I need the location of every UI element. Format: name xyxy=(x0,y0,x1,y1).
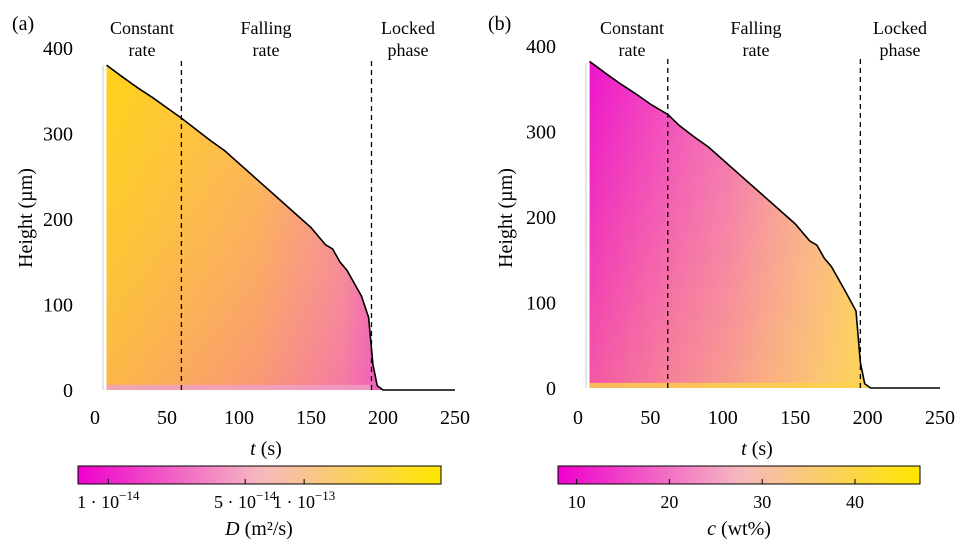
phase-label-falling-line2: rate xyxy=(253,40,280,60)
heatmap-edge-shading xyxy=(106,65,384,390)
x-tick-label: 250 xyxy=(440,407,470,429)
x-axis-unit: (s) xyxy=(256,438,282,460)
y-tick-label: 200 xyxy=(43,209,73,231)
panel-b: (b) 0 100 200 300 400 0 50 100 150 200 250 Constan… xyxy=(488,13,955,540)
y-tick-label: 300 xyxy=(43,124,73,146)
x-tick-label: 200 xyxy=(368,407,398,429)
colorbar-title: D (m²/s) xyxy=(224,518,293,540)
colorbar-tick-label: 1 · 10−14 xyxy=(77,488,140,512)
height-curve xyxy=(106,64,455,391)
cb-unit: (wt%) xyxy=(716,518,771,540)
y-tick-label: 100 xyxy=(43,295,73,317)
phase-label-constant-line2: rate xyxy=(129,40,156,60)
colorbar: 10 20 30 40 xyxy=(557,465,921,512)
y-axis-title: Height (µm) xyxy=(495,168,517,268)
heatmap-bottom-band xyxy=(106,384,372,390)
phase-label-locked-line1: Locked xyxy=(873,18,927,38)
x-tick-label: 0 xyxy=(90,407,100,429)
colorbar-tick-label: 1 · 10−13 xyxy=(273,488,335,512)
phase-label-falling-line1: Falling xyxy=(240,18,291,38)
panel-a: (a) 0 100 200 300 400 0 50 100 150 200 250 Constan… xyxy=(12,13,470,540)
colorbar-tick-label: 40 xyxy=(846,492,864,512)
phase-label-locked-line2: phase xyxy=(388,40,429,60)
colorbar-tick-label: 10 xyxy=(568,492,586,512)
panel-label: (b) xyxy=(488,13,511,35)
y-tick-label: 200 xyxy=(526,207,556,229)
plot-area: 0 100 200 300 400 0 50 100 150 200 250 xyxy=(43,38,470,429)
x-axis-unit: (s) xyxy=(747,438,773,460)
x-tick-label: 50 xyxy=(640,407,660,429)
phase-label-locked-line2: phase xyxy=(880,40,921,60)
x-tick-label: 250 xyxy=(925,407,955,429)
x-tick-label: 0 xyxy=(573,407,583,429)
cb-unit: (m²/s) xyxy=(240,518,293,540)
phase-label-constant-line1: Constant xyxy=(600,18,664,38)
x-tick-label: 50 xyxy=(157,407,177,429)
y-axis-title: Height (µm) xyxy=(15,168,37,268)
x-tick-label: 100 xyxy=(224,407,254,429)
cb-var: D xyxy=(224,518,240,540)
colorbar-tick-label: 5 · 10−14 xyxy=(214,488,277,512)
y-tick-label: 0 xyxy=(63,380,73,402)
phase-label-falling-line2: rate xyxy=(743,40,770,60)
x-axis-title: t (s) xyxy=(250,438,282,460)
colorbar-gradient xyxy=(557,465,921,485)
x-tick-label: 100 xyxy=(708,407,738,429)
phase-label-constant-line1: Constant xyxy=(110,18,174,38)
y-tick-label: 300 xyxy=(526,122,556,144)
phase-label-locked-line1: Locked xyxy=(381,18,435,38)
y-tick-label: 0 xyxy=(546,378,556,400)
x-axis-title: t (s) xyxy=(741,438,773,460)
colorbar: 1 · 10−14 5 · 10−141 · 10−13 xyxy=(77,465,442,512)
phase-label-constant-line2: rate xyxy=(619,40,646,60)
colorbar-tick-label: 30 xyxy=(753,492,771,512)
heatmap-edge-shading xyxy=(589,61,871,388)
y-tick-label: 100 xyxy=(526,293,556,315)
phase-label-falling-line1: Falling xyxy=(730,18,781,38)
cb-var: c xyxy=(707,518,716,540)
panel-label: (a) xyxy=(12,13,34,35)
colorbar-tick-label: 20 xyxy=(660,492,678,512)
x-axis-var: t xyxy=(741,438,747,460)
x-tick-label: 200 xyxy=(853,407,883,429)
height-curve xyxy=(589,60,940,389)
y-tick-label: 400 xyxy=(526,36,556,58)
colorbar-gradient xyxy=(77,465,442,485)
x-tick-label: 150 xyxy=(296,407,326,429)
colorbar-title: c (wt%) xyxy=(707,518,771,540)
y-tick-label: 400 xyxy=(43,38,73,60)
plot-area: 0 100 200 300 400 0 50 100 150 200 250 xyxy=(526,36,955,429)
x-axis-var: t xyxy=(250,438,256,460)
x-tick-label: 150 xyxy=(780,407,810,429)
heatmap-bottom-band xyxy=(589,382,861,388)
